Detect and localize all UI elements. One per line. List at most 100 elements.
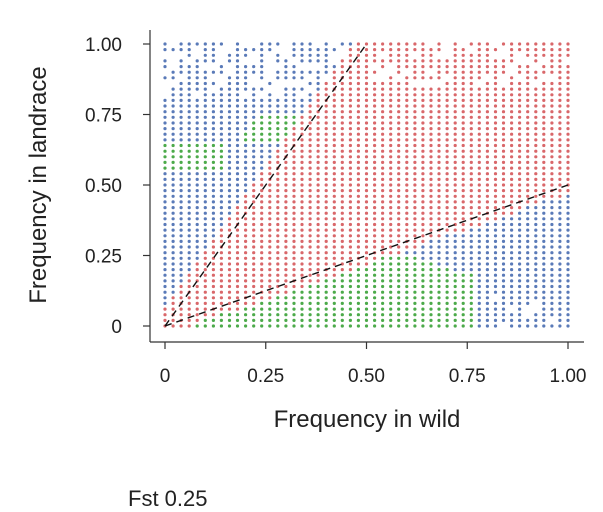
data-point <box>227 239 232 243</box>
data-point <box>171 93 175 97</box>
data-point <box>381 222 385 227</box>
data-point <box>558 177 562 181</box>
data-point <box>566 284 570 289</box>
data-point <box>300 48 304 52</box>
data-point <box>227 206 232 210</box>
data-point <box>493 256 498 260</box>
data-point <box>558 189 562 193</box>
data-point <box>453 228 457 232</box>
data-point <box>195 110 199 114</box>
data-point <box>534 234 538 238</box>
data-point <box>179 189 183 193</box>
data-point <box>252 245 256 249</box>
data-point <box>348 279 352 283</box>
data-point <box>477 268 481 272</box>
data-point <box>429 143 433 148</box>
data-point <box>211 143 215 148</box>
data-point <box>526 194 530 198</box>
data-point <box>518 296 522 300</box>
data-point <box>518 160 522 164</box>
data-point <box>163 251 167 255</box>
data-point <box>203 256 207 260</box>
data-point <box>566 268 570 272</box>
data-point <box>453 296 457 300</box>
data-point <box>252 194 256 198</box>
data-point <box>252 217 256 221</box>
data-point <box>211 301 215 305</box>
data-point <box>485 138 489 142</box>
data-point <box>373 189 377 193</box>
data-point <box>542 121 546 125</box>
data-point <box>518 262 522 266</box>
data-point <box>235 98 240 102</box>
data-point <box>397 166 401 170</box>
data-point <box>171 121 175 125</box>
data-point <box>211 98 215 102</box>
data-point <box>187 53 191 57</box>
data-point <box>542 65 546 69</box>
data-point <box>389 284 393 289</box>
data-point <box>364 256 369 260</box>
data-point <box>292 239 296 243</box>
data-point <box>437 110 441 114</box>
data-point <box>566 110 570 114</box>
data-point <box>534 239 538 243</box>
data-point <box>518 104 522 108</box>
data-point <box>461 189 465 193</box>
data-point <box>171 217 175 221</box>
data-point <box>566 307 570 311</box>
data-point <box>340 234 344 238</box>
data-point <box>453 313 457 317</box>
data-point <box>429 189 433 193</box>
data-point <box>187 200 191 204</box>
data-point <box>211 273 215 277</box>
data-point <box>284 301 288 305</box>
data-point <box>244 48 248 52</box>
data-point <box>566 132 570 136</box>
data-point <box>413 172 417 176</box>
data-point <box>437 268 441 272</box>
data-point <box>381 324 385 328</box>
data-point <box>397 155 401 159</box>
data-point <box>227 110 232 114</box>
data-point <box>485 172 489 176</box>
data-point <box>373 206 377 210</box>
data-point <box>235 81 240 86</box>
data-point <box>300 256 304 260</box>
data-point <box>284 132 288 136</box>
data-point <box>381 234 385 238</box>
data-point <box>348 194 352 198</box>
data-point <box>518 313 522 317</box>
data-point <box>413 256 417 260</box>
data-point <box>510 245 514 249</box>
data-point <box>244 172 248 176</box>
data-point <box>179 222 183 227</box>
data-point <box>260 206 264 210</box>
data-point <box>421 166 425 170</box>
data-point <box>485 290 489 294</box>
data-point <box>203 53 207 57</box>
data-point <box>534 93 538 97</box>
data-point <box>300 160 304 164</box>
data-point <box>445 59 449 63</box>
data-point <box>332 172 336 176</box>
data-point <box>381 200 385 204</box>
data-point <box>235 138 240 142</box>
data-point <box>445 183 449 187</box>
data-point <box>413 42 417 46</box>
data-point <box>485 307 489 311</box>
data-point <box>300 155 304 159</box>
data-point <box>324 121 328 125</box>
data-point <box>542 93 546 97</box>
data-point <box>405 251 409 255</box>
data-point <box>179 132 183 136</box>
data-point <box>163 177 167 181</box>
data-point <box>485 177 489 181</box>
data-point <box>227 256 232 260</box>
data-point <box>332 194 336 198</box>
data-point <box>348 256 352 260</box>
data-point <box>316 104 320 108</box>
data-point <box>211 239 215 243</box>
data-point <box>534 132 538 136</box>
data-point <box>195 211 199 215</box>
